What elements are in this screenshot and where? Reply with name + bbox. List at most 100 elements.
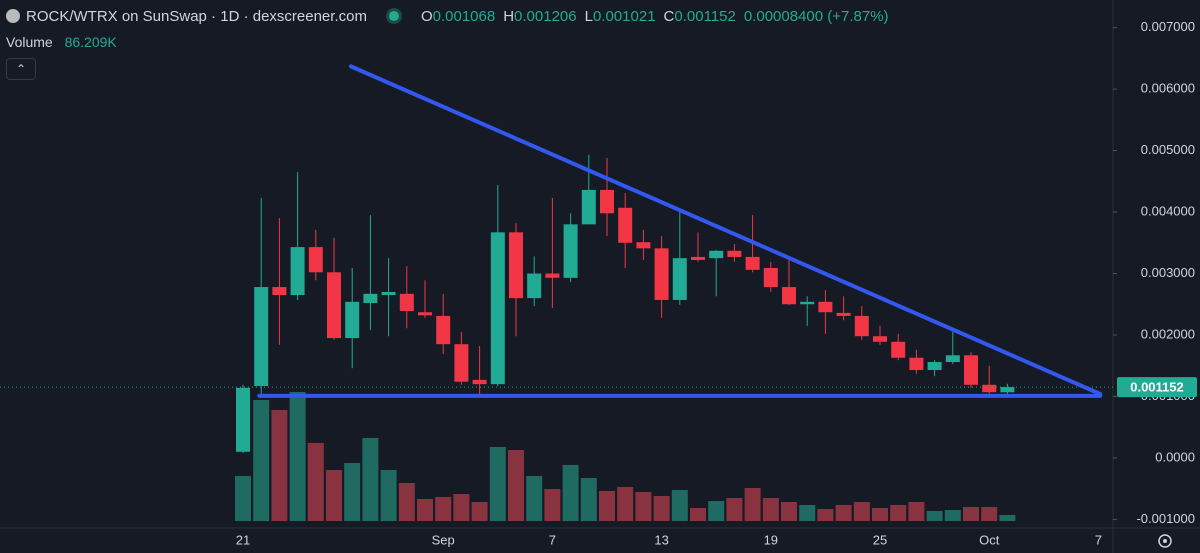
trendline bbox=[348, 64, 1103, 397]
candle-body bbox=[436, 315, 451, 345]
status-dot bbox=[388, 11, 399, 21]
volume-bar bbox=[599, 490, 615, 521]
x-tick-label: 7 bbox=[549, 532, 556, 547]
candle-body bbox=[891, 341, 906, 358]
candle-body bbox=[909, 357, 924, 371]
volume-bar bbox=[726, 498, 743, 521]
volume-bar bbox=[781, 501, 797, 521]
volume-bar bbox=[635, 491, 652, 521]
volume-bar bbox=[653, 496, 670, 521]
ohlc-key: L bbox=[584, 7, 593, 25]
x-tick-label: Sep bbox=[432, 532, 455, 547]
candle-body bbox=[636, 242, 651, 249]
candle-body bbox=[709, 250, 724, 259]
volume-bar bbox=[617, 486, 634, 521]
candle-body bbox=[945, 355, 960, 363]
volume-value: 86.209K bbox=[64, 34, 117, 50]
ohlc-value: 0.001068 bbox=[432, 7, 496, 25]
volume-bar bbox=[235, 475, 251, 521]
volume-bar bbox=[835, 504, 852, 521]
volume-label: Volume bbox=[6, 34, 53, 50]
volume-bar bbox=[544, 488, 561, 521]
volume-bar bbox=[762, 498, 779, 521]
candle-body bbox=[745, 256, 760, 270]
y-tick-label: 0.007000 bbox=[1141, 19, 1195, 34]
ohlc-value: 0.001206 bbox=[514, 7, 577, 25]
candle-body bbox=[654, 248, 669, 300]
candle-body bbox=[964, 355, 978, 385]
ohlc-key: H bbox=[503, 7, 515, 25]
volume-bar bbox=[890, 504, 907, 521]
volume-bar bbox=[344, 463, 361, 521]
last-price-badge bbox=[1117, 377, 1197, 398]
candle-body bbox=[345, 301, 360, 339]
candle-body bbox=[381, 291, 396, 296]
candle-body bbox=[836, 312, 851, 316]
volume-bar bbox=[708, 501, 725, 521]
candle-body bbox=[691, 256, 705, 261]
collapse-button[interactable]: ⌃ bbox=[6, 58, 36, 80]
candle-body bbox=[236, 387, 250, 452]
candle-body bbox=[363, 293, 378, 304]
volume-bar bbox=[963, 507, 979, 521]
candle-body bbox=[782, 287, 796, 305]
candle-body bbox=[982, 384, 997, 393]
volume-bar bbox=[562, 464, 579, 521]
last-price-label: 0.001152 bbox=[1130, 380, 1184, 395]
volume-bar bbox=[853, 501, 870, 521]
x-tick-label: 19 bbox=[764, 532, 778, 547]
candle-body bbox=[672, 258, 687, 300]
volume-bar bbox=[817, 509, 834, 521]
y-tick-label: 0.0000 bbox=[1155, 449, 1195, 464]
volume-bar bbox=[999, 514, 1016, 521]
x-tick-label: Oct bbox=[979, 532, 1000, 547]
volume-bar bbox=[508, 449, 524, 521]
candle-body bbox=[472, 379, 487, 385]
volume-bar bbox=[326, 469, 342, 521]
volume-bar bbox=[926, 510, 943, 521]
x-tick-label: 25 bbox=[873, 532, 887, 547]
candle-body bbox=[618, 207, 633, 243]
settings-icon[interactable] bbox=[1158, 534, 1172, 548]
candle-body bbox=[581, 189, 596, 225]
volume-bar bbox=[362, 437, 379, 521]
volume-bar bbox=[289, 392, 306, 521]
candle-body bbox=[818, 301, 833, 313]
ohlc-value: 0.001152 bbox=[674, 7, 736, 25]
chart-title: ROCK/WTRX on SunSwap · 1D · dexscreener.… bbox=[26, 7, 367, 25]
volume-bar bbox=[471, 501, 488, 521]
candle-body bbox=[873, 336, 887, 342]
ohlc-key: O bbox=[420, 7, 433, 25]
candle-body bbox=[800, 301, 815, 305]
y-tick-label: 0.005000 bbox=[1141, 142, 1195, 157]
candle-body bbox=[399, 293, 414, 312]
candle-body bbox=[600, 189, 614, 214]
volume-legend: Volume 86.209K bbox=[6, 34, 117, 50]
y-tick-label: 0.006000 bbox=[1141, 81, 1195, 96]
y-tick-label: -0.001000 bbox=[1136, 511, 1195, 526]
candle-body bbox=[527, 273, 542, 299]
ohlc-value: 0.001021 bbox=[592, 7, 656, 25]
candle-body bbox=[454, 344, 469, 382]
candle-body bbox=[490, 232, 505, 385]
volume-bar bbox=[908, 501, 925, 521]
candle-body bbox=[308, 247, 323, 273]
candle-body bbox=[563, 224, 578, 278]
candle-body bbox=[327, 272, 341, 339]
volume-bar bbox=[981, 507, 998, 521]
y-tick-label: 0.004000 bbox=[1141, 203, 1195, 218]
volume-bar bbox=[671, 490, 688, 521]
candle-body bbox=[272, 287, 287, 296]
candle-body bbox=[927, 362, 942, 371]
volume-bar bbox=[453, 493, 470, 521]
volume-bar bbox=[872, 507, 888, 521]
ohlc-key: C bbox=[663, 7, 675, 25]
candle-body bbox=[418, 312, 432, 316]
volume-bar bbox=[799, 504, 816, 521]
volume-bar bbox=[526, 475, 543, 521]
candle-body bbox=[1000, 387, 1015, 393]
candle-body bbox=[509, 232, 523, 299]
volume-bar bbox=[417, 499, 433, 521]
